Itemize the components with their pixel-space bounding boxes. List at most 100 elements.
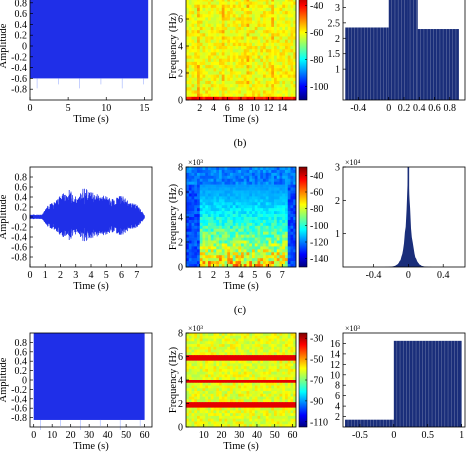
spectrogram-cell xyxy=(285,196,289,200)
spectrogram-cell xyxy=(254,240,258,244)
spectrogram-cell xyxy=(216,222,220,227)
spectrogram-cell xyxy=(227,30,231,34)
spectrogram-cell xyxy=(230,205,234,209)
spectrogram-cell xyxy=(279,352,283,356)
spectrogram-cell xyxy=(293,42,297,47)
spectrogram-cell xyxy=(199,84,203,88)
spectrogram-cell xyxy=(199,208,203,212)
spectrogram-cell xyxy=(230,410,234,414)
spectrogram-cell xyxy=(287,421,291,425)
y-tick-label: -0.4 xyxy=(11,233,27,244)
spectrogram-cell xyxy=(216,187,220,191)
y-tick-label: 2 xyxy=(178,399,183,410)
spectrogram-cell xyxy=(243,249,247,253)
spectrogram-cell xyxy=(186,371,190,375)
spectrogram-cell xyxy=(219,71,223,75)
spectrogram-cell xyxy=(230,231,234,235)
spectrogram-cell xyxy=(186,396,190,400)
spectrogram-cell xyxy=(282,93,286,98)
spectrogram-cell xyxy=(202,360,206,364)
spectrogram-cell xyxy=(205,42,209,47)
spectrogram-cell xyxy=(205,338,209,342)
spectrogram-cell xyxy=(186,243,190,247)
spectrogram-cell xyxy=(246,382,250,386)
spectrogram-cell xyxy=(246,46,250,50)
spectrogram-cell xyxy=(230,71,234,75)
spectrogram-cell xyxy=(293,0,297,2)
spectrogram-cell xyxy=(285,0,289,2)
spectrogram-cell xyxy=(260,261,264,265)
spectrogram-cell xyxy=(282,382,286,386)
spectrogram-cell xyxy=(252,393,256,397)
spectrogram-cell xyxy=(227,42,231,47)
spectrogram-cell xyxy=(219,7,223,12)
spectrogram-cell xyxy=(213,55,217,60)
spectrogram-cell xyxy=(224,231,228,235)
spectrogram-cell xyxy=(197,371,201,375)
spectrogram-cell xyxy=(263,382,267,386)
spectrogram-cell xyxy=(213,217,217,221)
spectrogram-cell xyxy=(254,190,258,194)
spectrogram-cell xyxy=(260,61,264,66)
spectrogram-cell xyxy=(221,1,225,6)
spectrogram-cell xyxy=(221,42,225,47)
spectrogram-cell xyxy=(197,167,201,171)
spectrogram-cell xyxy=(260,344,264,348)
spectrogram-cell xyxy=(191,363,195,367)
spectrogram-cell xyxy=(268,4,272,9)
spectrogram-cell xyxy=(219,17,223,21)
spectrogram-cell xyxy=(274,407,278,411)
spectrogram-cell xyxy=(219,172,223,177)
spectrogram-cell xyxy=(290,4,294,9)
spectrogram-cell xyxy=(191,4,195,9)
spectrogram-cell xyxy=(271,167,275,171)
spectrogram-cell xyxy=(188,333,192,337)
spectrogram-cell xyxy=(271,71,275,75)
spectrogram-cell xyxy=(271,202,275,206)
spectrogram-cell xyxy=(249,196,253,200)
spectrogram-cell xyxy=(293,396,297,400)
spectrogram-cell xyxy=(221,33,225,37)
spectrogram-cell xyxy=(285,193,289,197)
spectrogram-cell xyxy=(188,11,192,15)
spectrogram-cell xyxy=(188,181,192,185)
spectrogram-cell xyxy=(213,68,217,72)
spectrogram-cell xyxy=(227,55,231,60)
spectrogram-cell xyxy=(252,402,256,406)
spectrogram-cell xyxy=(205,61,209,66)
spectrogram-cell xyxy=(191,193,195,197)
spectrogram-cell xyxy=(194,246,198,250)
spectrogram-cell xyxy=(287,413,291,417)
spectrogram-cell xyxy=(221,96,225,101)
spectrogram-cell xyxy=(257,371,261,375)
spectrogram-cell xyxy=(257,202,261,206)
spectrogram-cell xyxy=(197,261,201,265)
spectrogram-cell xyxy=(186,80,190,85)
spectrogram-cell xyxy=(208,65,212,69)
spectrogram-cell xyxy=(221,87,225,91)
spectrogram-cell xyxy=(260,205,264,209)
spectrogram-cell xyxy=(276,30,280,34)
spectrogram-cell xyxy=(265,366,269,370)
spectrogram-cell xyxy=(290,167,294,171)
spectrogram-cell xyxy=(191,172,195,177)
spectrogram-cell xyxy=(271,385,275,389)
spectrogram-cell xyxy=(254,199,258,203)
spectrogram-cell xyxy=(276,96,280,101)
spectrogram-cell xyxy=(221,7,225,12)
spectrogram-cell xyxy=(260,380,264,384)
spectrogram-cell xyxy=(232,80,236,85)
spectrogram-cell xyxy=(268,264,272,268)
spectrogram-cell xyxy=(188,225,192,230)
spectrogram-cell xyxy=(260,240,264,244)
spectrogram-cell xyxy=(287,0,291,2)
spectrogram-cell xyxy=(265,96,269,101)
spectrogram-cell xyxy=(227,243,231,247)
spectrogram-cell xyxy=(282,26,286,31)
spectrogram-image xyxy=(186,0,297,101)
spectrogram-cell xyxy=(235,249,239,253)
spectrogram-cell xyxy=(205,20,209,25)
spectrogram-cell xyxy=(238,407,242,411)
spectrogram-cell xyxy=(224,214,228,218)
spectrogram-cell xyxy=(227,167,231,171)
